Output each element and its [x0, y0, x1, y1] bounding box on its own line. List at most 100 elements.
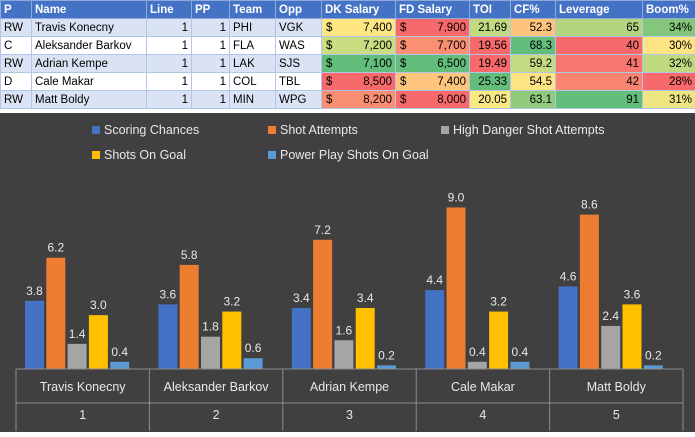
cell-line[interactable]: 1 [147, 73, 192, 91]
cell-toi[interactable]: 19.56 [470, 37, 511, 55]
column-header[interactable]: PP [192, 1, 230, 19]
cell-line[interactable]: 1 [147, 19, 192, 37]
cell-name[interactable]: Adrian Kempe [32, 55, 147, 73]
cell-lev[interactable]: 42 [556, 73, 643, 91]
column-header[interactable]: CF% [511, 1, 556, 19]
cell-pp[interactable]: 1 [192, 73, 230, 91]
bar [158, 304, 177, 369]
cell-dk[interactable]: $7,200 [322, 37, 396, 55]
cell-boom[interactable]: 34% [643, 19, 695, 37]
bar [559, 286, 578, 369]
currency-symbol: $ [400, 76, 406, 88]
salary-value: 7,900 [437, 22, 466, 34]
cell-fd[interactable]: $8,000 [396, 91, 470, 109]
cell-team[interactable]: COL [230, 73, 276, 91]
bar [425, 290, 444, 369]
cell-line[interactable]: 1 [147, 37, 192, 55]
cell-pp[interactable]: 1 [192, 55, 230, 73]
cell-pp[interactable]: 1 [192, 91, 230, 109]
currency-symbol: $ [326, 22, 332, 34]
cell-line[interactable]: 1 [147, 91, 192, 109]
category-label: Travis Konecny [40, 380, 126, 394]
cell-cf[interactable]: 63.1 [511, 91, 556, 109]
data-label: 2.4 [602, 309, 619, 323]
cell-p[interactable]: D [1, 73, 32, 91]
column-header[interactable]: Team [230, 1, 276, 19]
cell-team[interactable]: FLA [230, 37, 276, 55]
column-header[interactable]: DK Salary [322, 1, 396, 19]
cell-opp[interactable]: SJS [276, 55, 322, 73]
column-header[interactable]: P [1, 1, 32, 19]
column-header[interactable]: FD Salary [396, 1, 470, 19]
cell-team[interactable]: PHI [230, 19, 276, 37]
cell-fd[interactable]: $7,400 [396, 73, 470, 91]
cell-cf[interactable]: 52.3 [511, 19, 556, 37]
bar [580, 215, 599, 369]
data-label: 5.8 [181, 248, 198, 262]
cell-cf[interactable]: 54.5 [511, 73, 556, 91]
cell-dk[interactable]: $8,500 [322, 73, 396, 91]
cell-line[interactable]: 1 [147, 55, 192, 73]
data-label: 3.2 [490, 295, 507, 309]
cell-name[interactable]: Matt Boldy [32, 91, 147, 109]
column-header[interactable]: Line [147, 1, 192, 19]
cell-lev[interactable]: 91 [556, 91, 643, 109]
cell-cf[interactable]: 68.3 [511, 37, 556, 55]
cell-boom[interactable]: 30% [643, 37, 695, 55]
category-index-label: 1 [79, 408, 86, 422]
cell-toi[interactable]: 20.05 [470, 91, 511, 109]
column-header[interactable]: Opp [276, 1, 322, 19]
category-label: Adrian Kempe [310, 380, 389, 394]
cell-opp[interactable]: VGK [276, 19, 322, 37]
data-label: 0.4 [111, 345, 128, 359]
cell-toi[interactable]: 19.49 [470, 55, 511, 73]
column-header[interactable]: Boom% [643, 1, 695, 19]
cell-p[interactable]: RW [1, 91, 32, 109]
cell-fd[interactable]: $7,700 [396, 37, 470, 55]
cell-team[interactable]: MIN [230, 91, 276, 109]
salary-value: 7,700 [437, 40, 466, 52]
cell-name[interactable]: Travis Konecny [32, 19, 147, 37]
cell-boom[interactable]: 31% [643, 91, 695, 109]
currency-symbol: $ [326, 40, 332, 52]
data-label: 3.6 [160, 287, 177, 301]
cell-dk[interactable]: $7,400 [322, 19, 396, 37]
cell-p[interactable]: RW [1, 55, 32, 73]
legend-swatch [268, 151, 276, 159]
cell-toi[interactable]: 21.69 [470, 19, 511, 37]
cell-name[interactable]: Aleksander Barkov [32, 37, 147, 55]
cell-fd[interactable]: $7,900 [396, 19, 470, 37]
cell-p[interactable]: C [1, 37, 32, 55]
cell-p[interactable]: RW [1, 19, 32, 37]
cell-opp[interactable]: WAS [276, 37, 322, 55]
cell-lev[interactable]: 40 [556, 37, 643, 55]
cell-name[interactable]: Cale Makar [32, 73, 147, 91]
column-header[interactable]: Leverage [556, 1, 643, 19]
cell-fd[interactable]: $6,500 [396, 55, 470, 73]
cell-pp[interactable]: 1 [192, 37, 230, 55]
cell-opp[interactable]: WPG [276, 91, 322, 109]
data-label: 4.4 [426, 273, 443, 287]
data-label: 1.8 [202, 320, 219, 334]
cell-dk[interactable]: $8,200 [322, 91, 396, 109]
cell-lev[interactable]: 65 [556, 19, 643, 37]
cell-lev[interactable]: 41 [556, 55, 643, 73]
cell-dk[interactable]: $7,100 [322, 55, 396, 73]
category-index-label: 4 [479, 408, 486, 422]
cell-pp[interactable]: 1 [192, 19, 230, 37]
cell-cf[interactable]: 59.2 [511, 55, 556, 73]
cell-opp[interactable]: TBL [276, 73, 322, 91]
data-label: 9.0 [448, 190, 465, 204]
currency-symbol: $ [400, 40, 406, 52]
legend-swatch [441, 126, 449, 134]
cell-team[interactable]: LAK [230, 55, 276, 73]
cell-boom[interactable]: 28% [643, 73, 695, 91]
column-header[interactable]: TOI [470, 1, 511, 19]
bar [356, 308, 375, 369]
bar [68, 344, 87, 369]
column-header[interactable]: Name [32, 1, 147, 19]
cell-toi[interactable]: 25.33 [470, 73, 511, 91]
cell-boom[interactable]: 32% [643, 55, 695, 73]
